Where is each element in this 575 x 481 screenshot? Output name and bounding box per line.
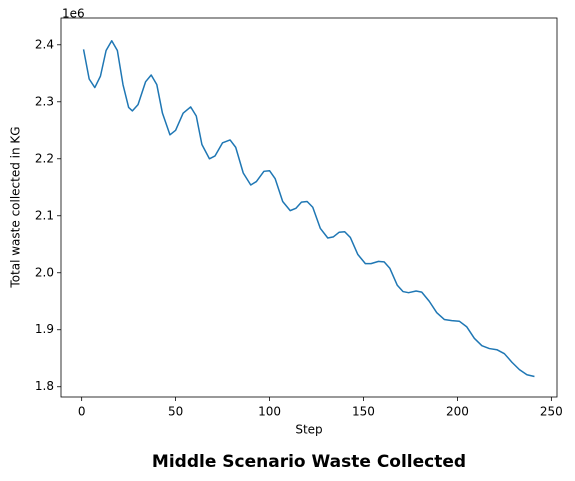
y-tick-label: 2.3	[35, 94, 54, 108]
x-tick-label: 250	[540, 405, 563, 419]
x-axis-label: Step	[295, 423, 322, 437]
x-tick-label: 100	[258, 405, 281, 419]
y-tick-label: 2.4	[35, 37, 54, 51]
data-line	[82, 40, 535, 378]
y-tick-label: 1.8	[35, 379, 54, 393]
x-tick-label: 150	[352, 405, 375, 419]
x-tick-label: 50	[168, 405, 183, 419]
y-offset-label: 1e6	[62, 7, 85, 21]
chart-title: Middle Scenario Waste Collected	[152, 452, 466, 472]
plot-frame	[60, 17, 558, 398]
y-tick-label: 1.9	[35, 322, 54, 336]
y-tick-label: 2.2	[35, 151, 54, 165]
x-tick-label: 200	[446, 405, 469, 419]
y-axis-label: Total waste collected in KG	[9, 126, 23, 288]
y-tick-label: 2.0	[35, 265, 54, 279]
y-tick-label: 2.1	[35, 208, 54, 222]
x-tick-label: 0	[78, 405, 86, 419]
